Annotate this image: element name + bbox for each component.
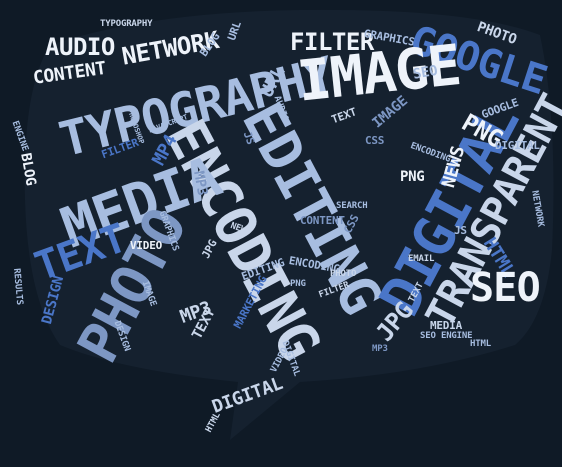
word-digital-small: DIGITAL [495,139,540,152]
word-png-right: PNG [400,169,425,185]
word-results: RESULTS [11,267,25,306]
word-content-mid: CONTENT [300,214,345,227]
word-seo-engine: SEO ENGINE [420,331,473,341]
word-photo-small: PHOTO [330,269,357,279]
word-mp3-small: MP3 [372,344,388,354]
word-video: VIDEO [130,239,163,252]
word-seo-top: SEO [411,62,439,83]
word-filter: FILTER [290,28,374,56]
word-seo-big: SEO [470,265,541,311]
word-css-mid: CSS [365,134,385,147]
word-png-small: PNG [290,279,306,289]
word-typography-small: TYPOGRAPHY [100,19,153,29]
word-html-right: HTML [470,339,491,349]
word-mp3: MP3 [190,169,211,197]
word-js-right: JS [454,224,467,237]
word-audio: AUDIO [45,33,115,61]
word-search: SEARCH [336,201,368,211]
word-media-small: MEDIA [430,319,463,332]
word-email: EMAIL [408,254,435,264]
